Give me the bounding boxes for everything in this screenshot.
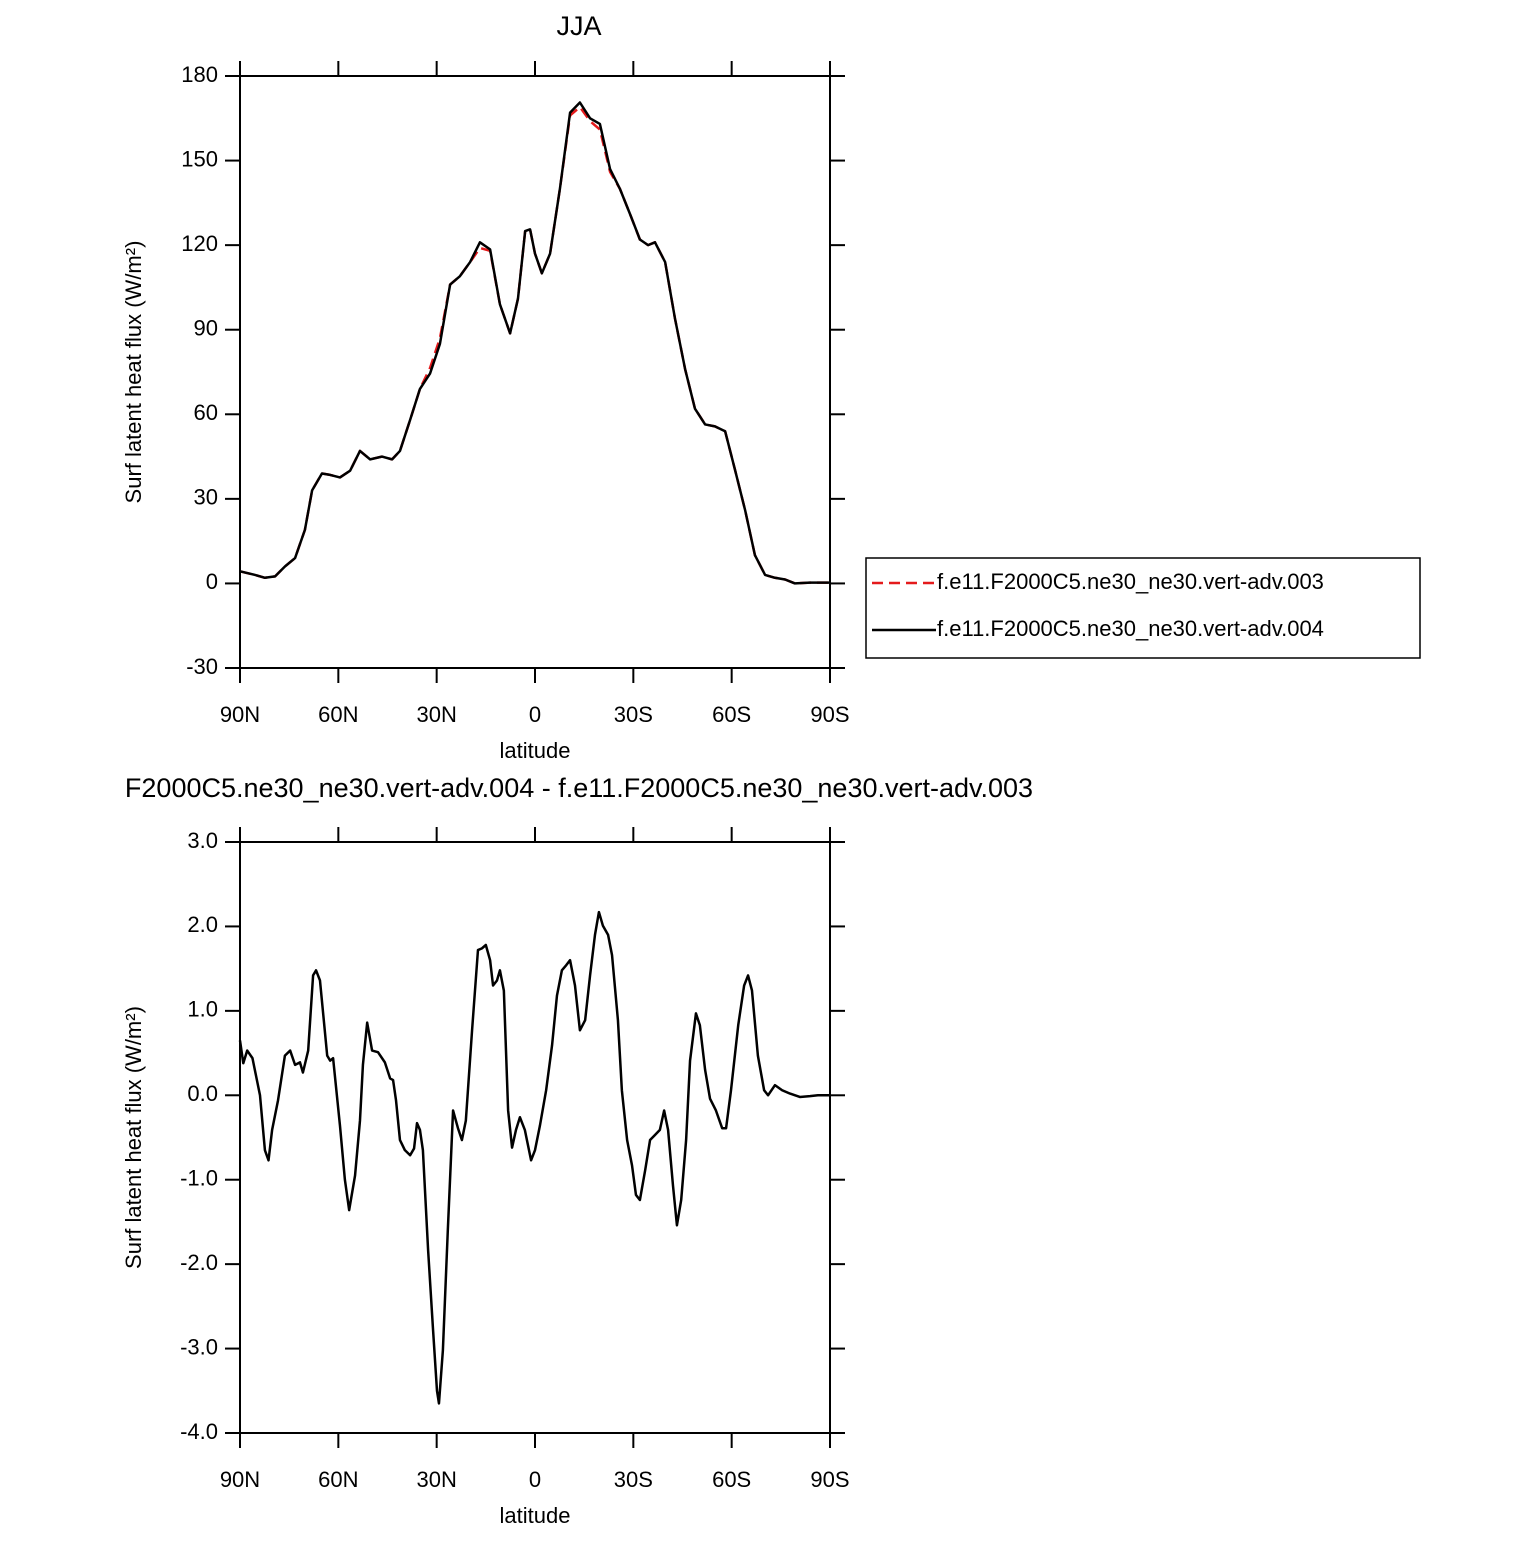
- x-tick-label: 0: [529, 1467, 541, 1492]
- y-tick-label: 0.0: [187, 1081, 218, 1106]
- y-tick-label: 180: [181, 62, 218, 87]
- y-tick-label: 150: [181, 146, 218, 171]
- x-tick-label: 60S: [712, 702, 751, 727]
- y-axis-label: Surf latent heat flux (W/m²): [121, 1006, 146, 1269]
- y-tick-label: -3.0: [180, 1334, 218, 1359]
- x-tick-label: 60S: [712, 1467, 751, 1492]
- x-tick-label: 30N: [416, 702, 456, 727]
- y-tick-label: 30: [194, 485, 218, 510]
- x-tick-label: 90S: [810, 1467, 849, 1492]
- plot-frame: [239, 75, 831, 669]
- y-axis-label: Surf latent heat flux (W/m²): [121, 241, 146, 504]
- x-tick-label: 60N: [318, 1467, 358, 1492]
- x-tick-label: 90S: [810, 702, 849, 727]
- legend-label: f.e11.F2000C5.ne30_ne30.vert-adv.003: [937, 569, 1324, 594]
- x-tick-label: 90N: [220, 1467, 260, 1492]
- legend-label: f.e11.F2000C5.ne30_ne30.vert-adv.004: [937, 616, 1324, 641]
- x-axis-label: latitude: [500, 1503, 571, 1528]
- x-tick-label: 90N: [220, 702, 260, 727]
- chart-title: F2000C5.ne30_ne30.vert-adv.004 - f.e11.F…: [125, 773, 1033, 803]
- y-tick-label: -4.0: [180, 1419, 218, 1444]
- x-tick-label: 30S: [614, 1467, 653, 1492]
- y-tick-label: 60: [194, 400, 218, 425]
- y-tick-label: 0: [206, 569, 218, 594]
- x-tick-label: 0: [529, 702, 541, 727]
- y-tick-label: -30: [186, 654, 218, 679]
- x-tick-label: 30S: [614, 702, 653, 727]
- y-tick-label: 90: [194, 316, 218, 341]
- data-line: [239, 101, 830, 585]
- x-tick-label: 60N: [318, 702, 358, 727]
- legend-box: [865, 557, 1421, 659]
- y-tick-label: -1.0: [180, 1166, 218, 1191]
- y-tick-label: -2.0: [180, 1250, 218, 1275]
- y-tick-label: 2.0: [187, 912, 218, 937]
- y-tick-label: 1.0: [187, 997, 218, 1022]
- y-tick-label: 120: [181, 231, 218, 256]
- x-axis-label: latitude: [500, 738, 571, 763]
- data-line: [238, 910, 830, 1405]
- plot-frame: [239, 841, 831, 1434]
- y-tick-label: 3.0: [187, 828, 218, 853]
- chart-title: JJA: [556, 11, 601, 41]
- x-tick-label: 30N: [416, 1467, 456, 1492]
- data-line: [239, 105, 830, 585]
